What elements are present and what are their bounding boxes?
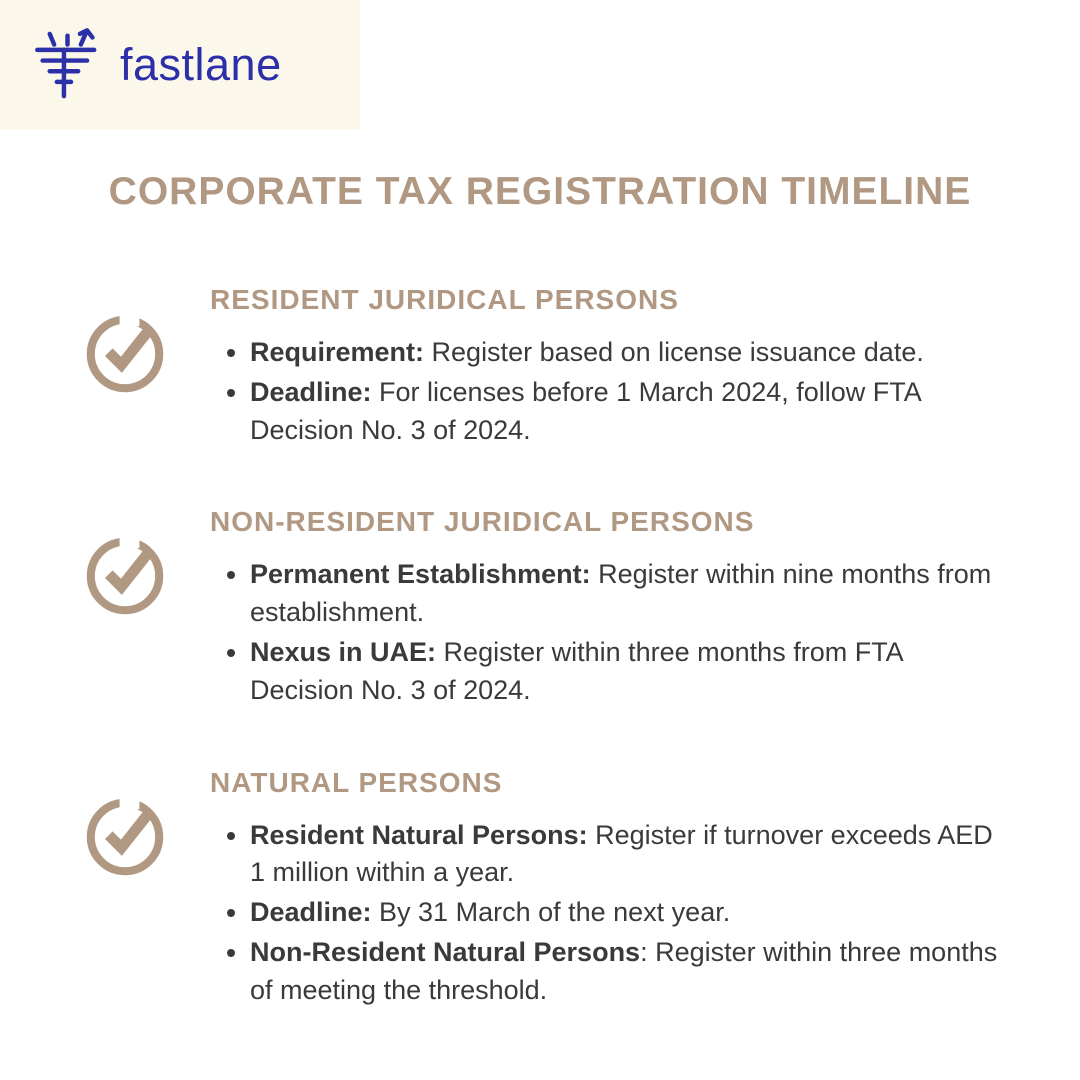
list-item: Resident Natural Persons: Register if tu… (250, 817, 1000, 893)
item-text: By 31 March of the next year. (372, 897, 731, 927)
item-label: Non-Resident Natural Persons (250, 937, 640, 967)
section-non-resident-juridical: NON-RESIDENT JURIDICAL PERSONS Permanent… (60, 506, 1020, 711)
section-natural-persons: NATURAL PERSONS Resident Natural Persons… (60, 767, 1020, 1012)
item-label: Permanent Establishment: (250, 559, 591, 589)
item-label: Nexus in UAE: (250, 637, 436, 667)
list-item: Non-Resident Natural Persons: Register w… (250, 934, 1000, 1010)
item-text: Register based on license issuance date. (424, 337, 924, 367)
list-item: Deadline: For licenses before 1 March 20… (250, 374, 1000, 450)
content-area: CORPORATE TAX REGISTRATION TIMELINE RESI… (0, 130, 1080, 1012)
checkmark-icon (80, 309, 170, 399)
item-label: Deadline: (250, 377, 372, 407)
checkmark-icon (80, 792, 170, 882)
bullet-list: Resident Natural Persons: Register if tu… (210, 817, 1000, 1010)
page-title: CORPORATE TAX REGISTRATION TIMELINE (60, 170, 1020, 214)
brand-name: fastlane (120, 39, 282, 91)
list-item: Permanent Establishment: Register within… (250, 556, 1000, 632)
section-heading: RESIDENT JURIDICAL PERSONS (210, 284, 1000, 316)
item-label: Deadline: (250, 897, 372, 927)
section-body: NON-RESIDENT JURIDICAL PERSONS Permanent… (210, 506, 1020, 711)
logo-container: fastlane (0, 0, 360, 130)
item-label: Resident Natural Persons: (250, 820, 588, 850)
list-item: Nexus in UAE: Register within three mont… (250, 634, 1000, 710)
section-heading: NATURAL PERSONS (210, 767, 1000, 799)
list-item: Deadline: By 31 March of the next year. (250, 894, 1000, 932)
section-body: NATURAL PERSONS Resident Natural Persons… (210, 767, 1020, 1012)
list-item: Requirement: Register based on license i… (250, 334, 1000, 372)
bullet-list: Requirement: Register based on license i… (210, 334, 1000, 449)
section-resident-juridical: RESIDENT JURIDICAL PERSONS Requirement: … (60, 284, 1020, 451)
bullet-list: Permanent Establishment: Register within… (210, 556, 1000, 709)
item-label: Requirement: (250, 337, 424, 367)
checkmark-icon (80, 531, 170, 621)
fastlane-logo-icon (30, 25, 105, 105)
section-body: RESIDENT JURIDICAL PERSONS Requirement: … (210, 284, 1020, 451)
section-heading: NON-RESIDENT JURIDICAL PERSONS (210, 506, 1000, 538)
